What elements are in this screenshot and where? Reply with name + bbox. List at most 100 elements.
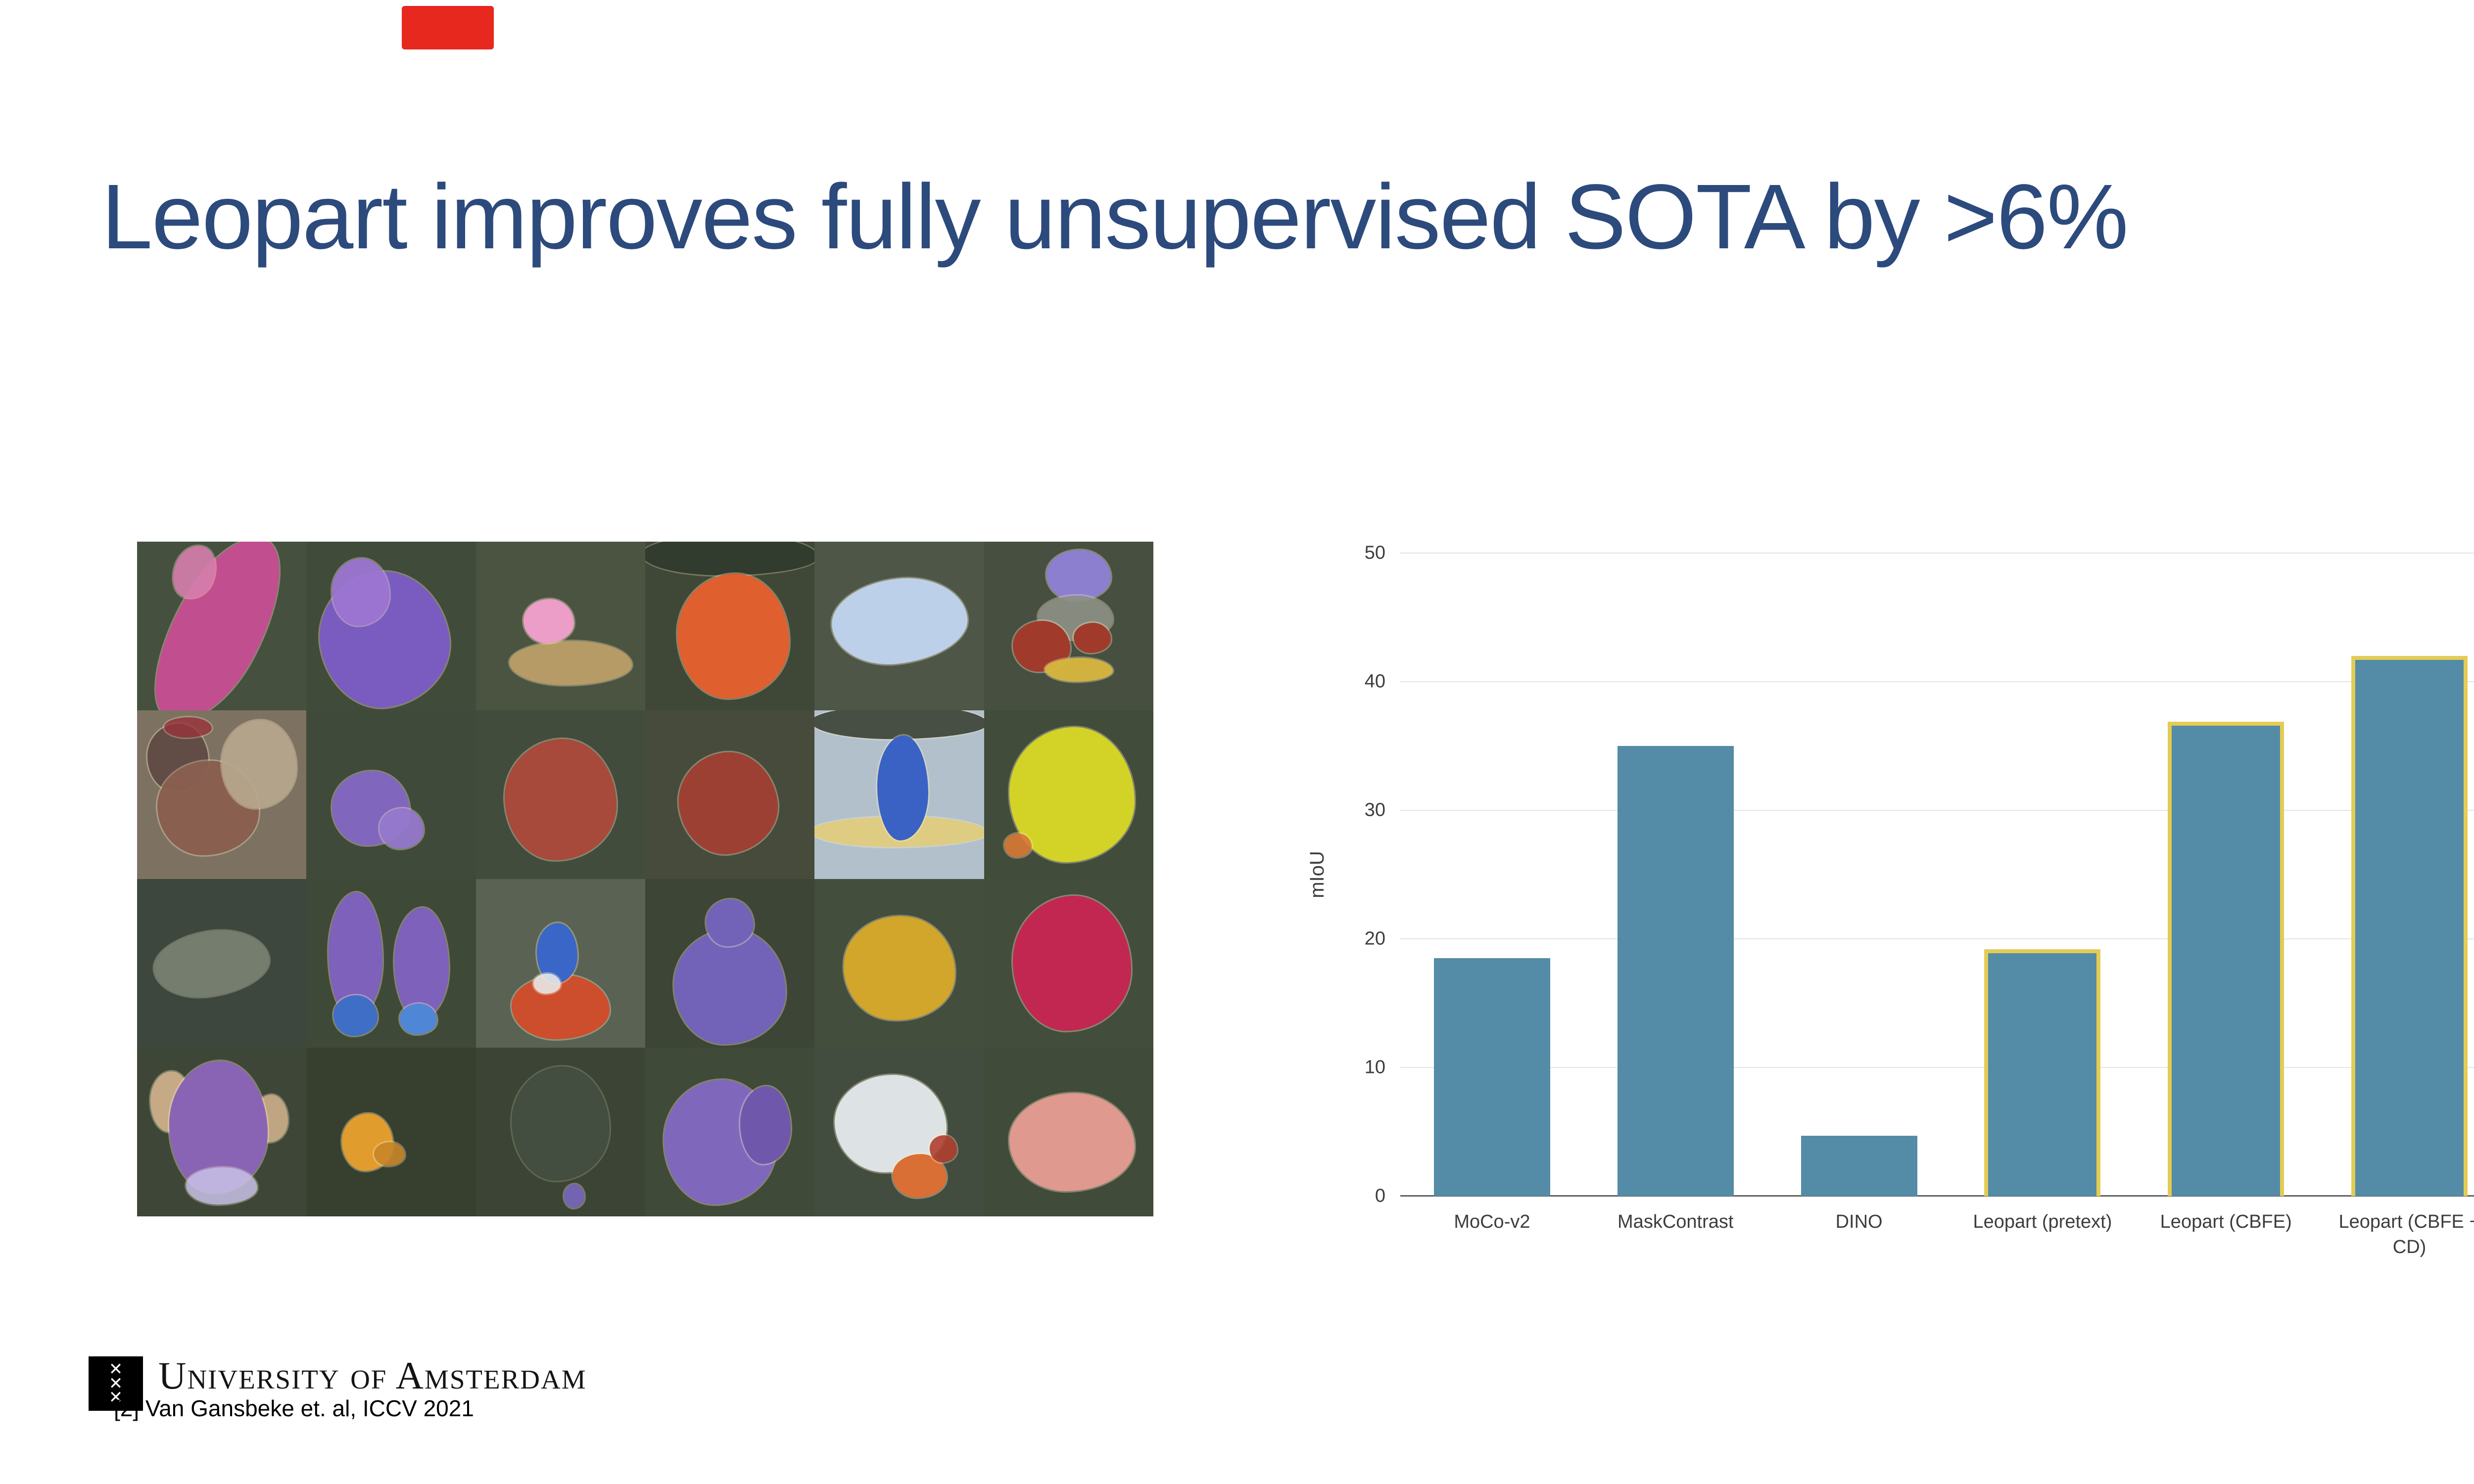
university-wordmark: University of Amsterdam (158, 1354, 587, 1397)
segmentation-mask-blob (374, 1142, 405, 1166)
segmentation-mask-blob (510, 641, 632, 685)
y-tick-label-50: 50 (1364, 542, 1385, 563)
uva-logo: ✕ ✕ ✕ (89, 1356, 143, 1411)
y-tick-label-0: 0 (1375, 1185, 1385, 1206)
segmentation-mask-blob (1009, 1093, 1135, 1191)
bar-Leopart-CBFE (2168, 721, 2284, 1196)
y-tick-label-40: 40 (1364, 671, 1385, 692)
collage-cell-17 (814, 879, 984, 1048)
collage-cell-12 (984, 710, 1153, 879)
collage-cell-1 (137, 542, 307, 710)
segmentation-mask-blob (511, 1066, 610, 1181)
collage-cell-6 (984, 542, 1153, 710)
bar-slot (1767, 553, 1951, 1196)
segmentation-mask-blob (536, 923, 578, 984)
collage-cell-15 (476, 879, 645, 1048)
segmentation-mask-blob (1009, 727, 1135, 862)
red-marker (402, 6, 494, 49)
segmentation-mask-blob (333, 995, 378, 1036)
collage-cell-5 (814, 542, 984, 710)
segmentation-mask-blob (164, 717, 212, 738)
segmentation-mask-blob (332, 558, 390, 626)
gridline-30 (1400, 810, 2474, 811)
segmentation-mask-blob (504, 739, 617, 861)
collage-cell-20 (306, 1048, 476, 1216)
segmentation-mask-blob (672, 746, 784, 860)
x-tick-label: MaskContrast (1618, 1211, 1734, 1232)
collage-cell-14 (306, 879, 476, 1048)
segmentation-mask-blob (838, 910, 960, 1026)
segmentation-mask-blob (399, 1004, 437, 1034)
segmentation-mask-blob (1045, 658, 1113, 682)
y-tick-label-20: 20 (1364, 928, 1385, 949)
segmentation-mask-blob (511, 975, 610, 1039)
segmentation-mask-blob (150, 924, 273, 1003)
x-axis-line (1400, 1195, 2474, 1197)
collage-cell-4 (645, 542, 815, 710)
segmentation-mask-blob (1004, 833, 1032, 857)
x-tick-label: MoCo-v2 (1454, 1211, 1530, 1232)
bar-MaskContrast (1617, 746, 1734, 1196)
segmentation-mask-blob (222, 720, 296, 808)
collage-cell-10 (645, 710, 815, 879)
gridline-40 (1400, 681, 2474, 682)
segmentation-mask-blob (674, 929, 786, 1045)
segmentation-mask-blob (1074, 622, 1111, 653)
x-tick-label: Leopart (pretext) (1973, 1211, 2112, 1232)
segmentation-mask-blob (677, 573, 789, 699)
collage-cell-21 (476, 1048, 645, 1216)
chart-plot: 0 10 20 30 40 50 (1365, 543, 2474, 1206)
segmentation-mask-blob (523, 599, 574, 643)
bar-MoCo-v2 (1433, 958, 1550, 1196)
collage-cell-2 (306, 542, 476, 710)
collage-cell-9 (476, 710, 645, 879)
bar-slot (1951, 553, 2134, 1196)
x-tick-label: Leopart (CBFE) (2160, 1211, 2292, 1232)
slide-title: Leopart improves fully unsupervised SOTA… (101, 166, 2129, 268)
uva-crosses-icon: ✕ ✕ ✕ (108, 1359, 123, 1408)
segmentation-mask-blob (1047, 550, 1111, 601)
y-tick-label-30: 30 (1364, 799, 1385, 821)
gridline-50 (1400, 553, 2474, 554)
segmentation-mask-blob (137, 542, 305, 710)
segmentation-mask-blob (930, 1135, 957, 1162)
y-axis-label: mIoU (1306, 851, 1328, 898)
collage-cell-7 (137, 710, 307, 879)
bar-slot (2134, 553, 2318, 1196)
collage-cell-13 (137, 879, 307, 1048)
segmentation-mask-blob (394, 907, 449, 1020)
bar-Leopart-pretext (1984, 949, 2101, 1196)
segmentation-mask-blob (1012, 896, 1132, 1031)
collage-cell-8 (306, 710, 476, 879)
segmentation-mask-blob (814, 710, 984, 739)
segmentation-mask-blob (706, 899, 754, 947)
segmentation-collage (137, 542, 1153, 1216)
x-tick-label: Leopart (CBFE + CD) (2338, 1211, 2474, 1258)
collage-cell-23 (814, 1048, 984, 1216)
collage-cell-18 (984, 879, 1153, 1048)
collage-cell-3 (476, 542, 645, 710)
collage-cell-19 (137, 1048, 307, 1216)
segmentation-mask-blob (877, 736, 928, 840)
chart-bars (1400, 553, 2474, 1196)
segmentation-mask-blob (740, 1086, 791, 1164)
bar-slot (2318, 553, 2474, 1196)
segmentation-mask-blob (564, 1184, 584, 1208)
bar-DINO (1801, 1135, 1917, 1196)
collage-cell-24 (984, 1048, 1153, 1216)
segmentation-mask-blob (379, 808, 424, 849)
citation-text: [2] Van Gansbeke et. al, ICCV 2021 (114, 1395, 474, 1421)
chart-x-labels: MoCo-v2 MaskContrast DINO Leopart (pretext)… (1400, 1209, 2474, 1260)
bar-Leopart-CBFE-CD (2351, 656, 2468, 1196)
collage-cell-22 (645, 1048, 815, 1216)
segmentation-mask-blob (186, 1167, 258, 1205)
x-tick-label: DINO (1835, 1211, 1883, 1232)
collage-cell-11 (814, 710, 984, 879)
y-tick-label-10: 10 (1364, 1057, 1385, 1078)
gridline-20 (1400, 938, 2474, 939)
miou-bar-chart: mIoU 0 10 20 30 40 50 MoCo-v2 MaskContrast DINO… (1267, 514, 2474, 1286)
segmentation-mask-blob (533, 973, 561, 994)
bar-slot (1584, 553, 1767, 1196)
collage-cell-16 (645, 879, 815, 1048)
